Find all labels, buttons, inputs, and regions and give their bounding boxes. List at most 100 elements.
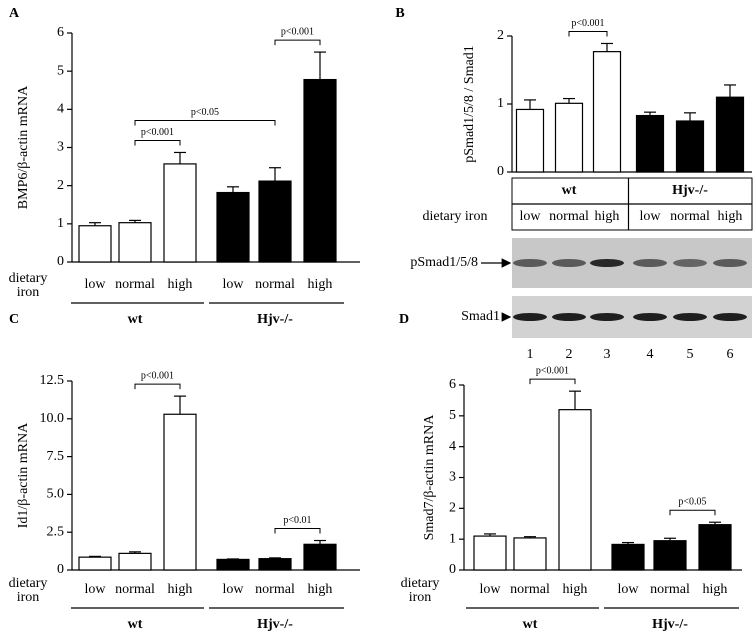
y-tick-label: 10.0 — [40, 411, 65, 426]
bar — [635, 114, 665, 173]
y-tick-label: 2 — [57, 178, 64, 193]
bar — [258, 558, 292, 571]
blot-band — [713, 313, 747, 321]
bar — [715, 96, 745, 173]
lane-label: 2 — [566, 347, 573, 362]
blot-row-label: Smad1 — [461, 309, 500, 324]
y-axis-label: Id1/β-actin mRNA — [16, 422, 31, 528]
category-label: normal — [549, 209, 589, 224]
significance-label: p<0.001 — [536, 365, 569, 376]
significance-label: p<0.001 — [571, 18, 604, 29]
category-label: high — [703, 582, 728, 597]
y-tick-label: 5 — [449, 408, 456, 423]
group-label: Hjv-/- — [257, 617, 293, 632]
category-label: low — [480, 582, 502, 597]
category-label: normal — [650, 582, 690, 597]
category-label: high — [595, 209, 620, 224]
bar — [473, 535, 507, 571]
y-tick-label: 6 — [449, 377, 456, 392]
significance-bracket — [134, 139, 181, 146]
panel-label: B — [395, 6, 404, 21]
y-tick-label: 2 — [449, 501, 456, 516]
group-label: Hjv-/- — [257, 312, 293, 327]
bar — [118, 222, 152, 263]
category-label: normal — [670, 209, 710, 224]
y-tick-label: 3 — [57, 140, 64, 155]
group-label: wt — [128, 617, 143, 632]
y-tick-label: 0 — [449, 562, 456, 577]
blot-band — [552, 313, 586, 321]
y-tick-label: 7.5 — [47, 449, 65, 464]
y-tick-label: 2.5 — [47, 524, 65, 539]
category-label: normal — [115, 277, 155, 292]
category-label: high — [308, 582, 333, 597]
significance-label: p<0.001 — [281, 26, 314, 37]
group-label: wt — [562, 183, 577, 198]
blot-band — [633, 313, 667, 321]
bar — [303, 543, 337, 571]
bar — [558, 409, 592, 571]
significance-bracket — [274, 528, 321, 534]
bar — [513, 537, 547, 571]
significance-label: p<0.05 — [191, 107, 219, 118]
x-axis-label: dietary — [401, 576, 440, 591]
blot-band — [673, 259, 707, 267]
bar — [78, 556, 112, 571]
significance-label: p<0.001 — [141, 127, 174, 138]
significance-bracket — [274, 39, 321, 46]
panel-label: D — [399, 312, 409, 327]
y-tick-label: 1 — [497, 96, 504, 111]
lane-label: 1 — [527, 347, 534, 362]
significance-label: p<0.01 — [283, 515, 311, 526]
lane-label: 3 — [604, 347, 611, 362]
y-axis-label: pSmad1/5/8 / Smad1 — [462, 45, 477, 162]
category-label: high — [168, 582, 193, 597]
y-tick-label: 2 — [497, 28, 504, 43]
blot-band — [513, 259, 547, 267]
significance-bracket — [669, 509, 716, 516]
lane-label: 5 — [687, 347, 694, 362]
bar — [258, 180, 292, 263]
significance-label: p<0.05 — [678, 497, 706, 508]
group-label: Hjv-/- — [652, 617, 688, 632]
bar — [653, 540, 687, 571]
y-tick-label: 1 — [57, 216, 64, 231]
category-label: normal — [510, 582, 550, 597]
category-label: normal — [255, 582, 295, 597]
significance-label: p<0.001 — [141, 370, 174, 381]
x-axis-label: dietary — [9, 271, 48, 286]
category-label: normal — [255, 277, 295, 292]
bar — [611, 543, 645, 571]
y-tick-label: 12.5 — [40, 373, 65, 388]
significance-bracket — [134, 119, 276, 126]
bar — [216, 191, 250, 263]
blot-band — [633, 259, 667, 267]
category-label: high — [563, 582, 588, 597]
blot-band — [590, 259, 624, 267]
bar — [118, 552, 152, 571]
x-axis-label: dietary iron — [423, 209, 488, 224]
category-label: low — [85, 582, 107, 597]
blot-band — [552, 259, 586, 267]
bar — [163, 163, 197, 263]
panel-label: A — [9, 6, 20, 21]
y-tick-label: 0 — [57, 562, 64, 577]
significance-bracket — [568, 30, 608, 37]
category-label: normal — [115, 582, 155, 597]
category-label: high — [308, 277, 333, 292]
y-tick-label: 4 — [57, 102, 64, 117]
x-axis-label: iron — [17, 285, 40, 300]
category-label: low — [223, 582, 245, 597]
x-axis-label: dietary — [9, 576, 48, 591]
group-label: wt — [523, 617, 538, 632]
significance-bracket — [134, 383, 181, 390]
y-tick-label: 0 — [497, 164, 504, 179]
x-axis-label: iron — [17, 590, 40, 605]
significance-bracket — [529, 378, 576, 385]
bar — [303, 78, 337, 263]
bar — [698, 524, 732, 571]
y-tick-label: 1 — [449, 531, 456, 546]
group-label: Hjv-/- — [672, 183, 708, 198]
panel-label: C — [9, 312, 19, 327]
